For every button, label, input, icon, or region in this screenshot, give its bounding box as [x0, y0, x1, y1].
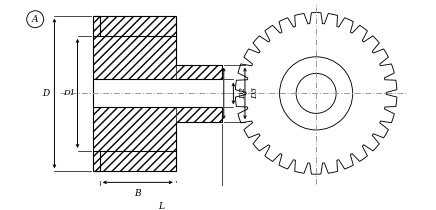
Text: B: B — [134, 189, 141, 198]
Text: D1: D1 — [63, 89, 75, 97]
Text: D: D — [42, 89, 49, 98]
Polygon shape — [176, 107, 222, 122]
Text: D3: D3 — [251, 87, 259, 100]
Polygon shape — [93, 16, 176, 36]
Text: A: A — [32, 15, 38, 24]
Polygon shape — [93, 151, 176, 171]
Text: L: L — [158, 202, 164, 210]
Polygon shape — [93, 36, 176, 79]
Polygon shape — [176, 65, 222, 79]
Text: D2: D2 — [239, 87, 248, 100]
Polygon shape — [93, 107, 176, 151]
